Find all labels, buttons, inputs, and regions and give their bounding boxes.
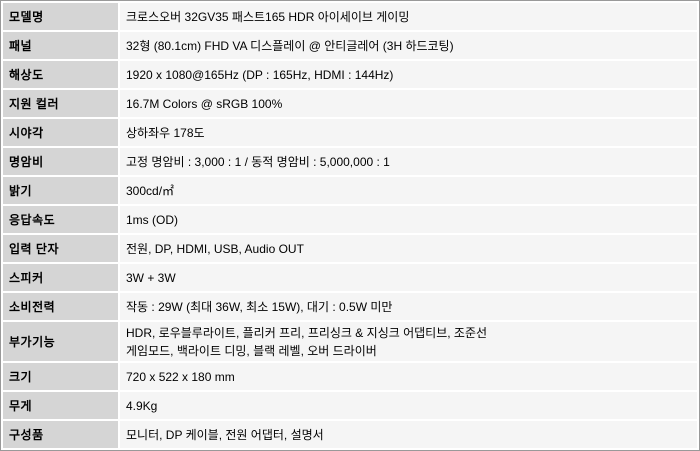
spec-row-weight: 무게 4.9Kg (3, 392, 697, 419)
feature-line-2: 게임모드, 백라이트 디밍, 블랙 레벨, 오버 드라이버 (126, 343, 377, 358)
spec-row-model: 모델명 크로스오버 32GV35 패스트165 HDR 아이세이브 게이밍 (3, 3, 697, 30)
spec-value: 1ms (OD) (120, 206, 697, 233)
spec-value: 전원, DP, HDMI, USB, Audio OUT (120, 235, 697, 262)
spec-label: 시야각 (3, 119, 118, 146)
spec-label: 구성품 (3, 421, 118, 448)
spec-row-resolution: 해상도 1920 x 1080@165Hz (DP : 165Hz, HDMI … (3, 61, 697, 88)
spec-row-size: 크기 720 x 522 x 180 mm (3, 363, 697, 390)
feature-line-1: HDR, 로우블루라이트, 플리커 프리, 프리싱크 & 지싱크 어댑티브, 조… (126, 325, 488, 340)
spec-value: 32형 (80.1cm) FHD VA 디스플레이 @ 안티글레어 (3H 하드… (120, 32, 697, 59)
spec-label: 모델명 (3, 3, 118, 30)
spec-row-features: 부가기능 HDR, 로우블루라이트, 플리커 프리, 프리싱크 & 지싱크 어댑… (3, 322, 697, 361)
spec-label: 입력 단자 (3, 235, 118, 262)
spec-row-power: 소비전력 작동 : 29W (최대 36W, 최소 15W), 대기 : 0.5… (3, 293, 697, 320)
spec-label: 밝기 (3, 177, 118, 204)
spec-row-speaker: 스피커 3W + 3W (3, 264, 697, 291)
spec-row-contrast: 명암비 고정 명암비 : 3,000 : 1 / 동적 명암비 : 5,000,… (3, 148, 697, 175)
spec-label: 크기 (3, 363, 118, 390)
spec-row-response-time: 응답속도 1ms (OD) (3, 206, 697, 233)
spec-row-brightness: 밝기 300cd/㎡ (3, 177, 697, 204)
spec-value: 4.9Kg (120, 392, 697, 419)
spec-label: 지원 컬러 (3, 90, 118, 117)
spec-value: 1920 x 1080@165Hz (DP : 165Hz, HDMI : 14… (120, 61, 697, 88)
spec-value: 300cd/㎡ (120, 177, 697, 204)
spec-label: 부가기능 (3, 322, 118, 361)
spec-row-ports: 입력 단자 전원, DP, HDMI, USB, Audio OUT (3, 235, 697, 262)
spec-value: 3W + 3W (120, 264, 697, 291)
spec-value: 상하좌우 178도 (120, 119, 697, 146)
spec-row-panel: 패널 32형 (80.1cm) FHD VA 디스플레이 @ 안티글레어 (3H… (3, 32, 697, 59)
spec-row-package: 구성품 모니터, DP 케이블, 전원 어댑터, 설명서 (3, 421, 697, 448)
spec-label: 명암비 (3, 148, 118, 175)
spec-value: 크로스오버 32GV35 패스트165 HDR 아이세이브 게이밍 (120, 3, 697, 30)
spec-value: 모니터, DP 케이블, 전원 어댑터, 설명서 (120, 421, 697, 448)
spec-value: 720 x 522 x 180 mm (120, 363, 697, 390)
spec-label: 응답속도 (3, 206, 118, 233)
spec-label: 무게 (3, 392, 118, 419)
spec-row-viewing-angle: 시야각 상하좌우 178도 (3, 119, 697, 146)
spec-value: HDR, 로우블루라이트, 플리커 프리, 프리싱크 & 지싱크 어댑티브, 조… (120, 322, 697, 361)
spec-value: 고정 명암비 : 3,000 : 1 / 동적 명암비 : 5,000,000 … (120, 148, 697, 175)
spec-value: 16.7M Colors @ sRGB 100% (120, 90, 697, 117)
spec-label: 스피커 (3, 264, 118, 291)
spec-label: 소비전력 (3, 293, 118, 320)
spec-value: 작동 : 29W (최대 36W, 최소 15W), 대기 : 0.5W 미만 (120, 293, 697, 320)
spec-row-colors: 지원 컬러 16.7M Colors @ sRGB 100% (3, 90, 697, 117)
spec-label: 해상도 (3, 61, 118, 88)
spec-label: 패널 (3, 32, 118, 59)
